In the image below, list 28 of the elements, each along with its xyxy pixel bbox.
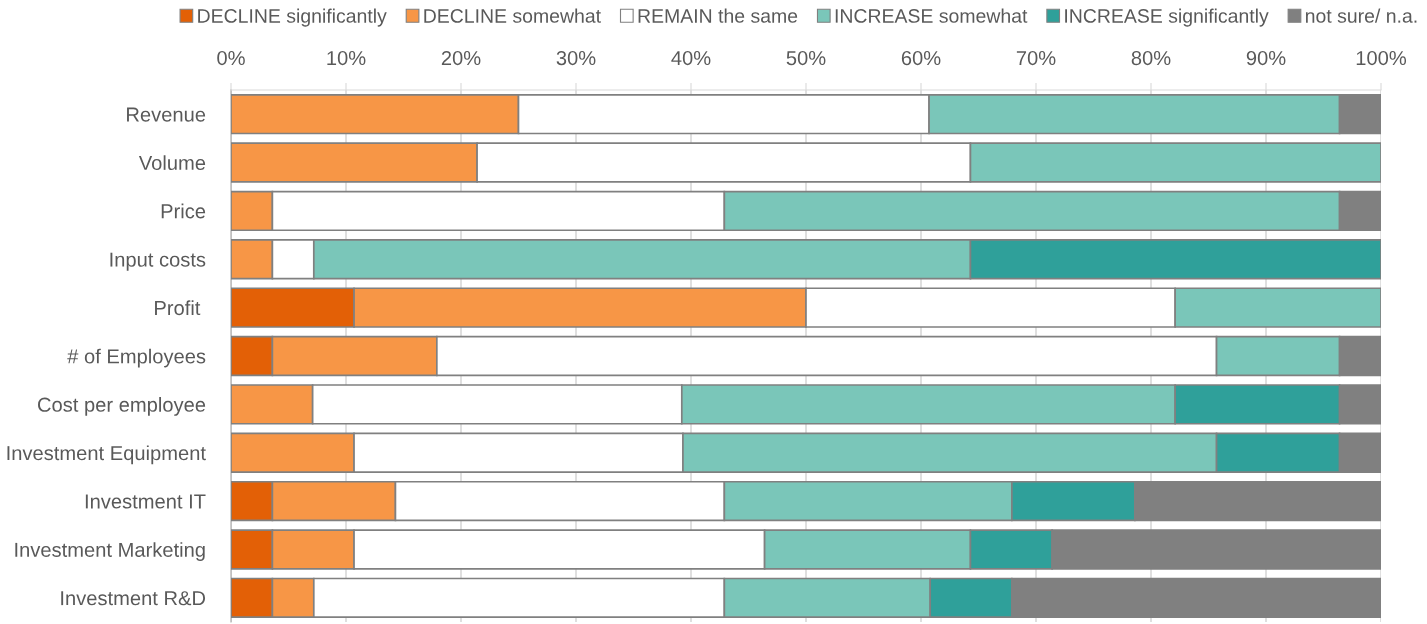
- y-tick-label: Profit: [155, 300, 201, 316]
- x-tick-label: 100%: [1356, 50, 1407, 66]
- legend-label: DECLINE significantly: [198, 8, 387, 27]
- x-tick-label: 50%: [786, 50, 826, 66]
- y-tick-label: Investment R&D: [61, 591, 206, 606]
- x-tick-label: 80%: [1131, 50, 1171, 66]
- x-tick-label: 60%: [901, 50, 941, 66]
- y-tick-label: # of Employees: [67, 348, 206, 368]
- x-tick-label: 30%: [556, 50, 596, 66]
- legend-label: not sure/ n.a.: [1305, 8, 1417, 23]
- legend-label: INCREASE significantly: [1065, 8, 1269, 27]
- y-tick-label: Investment IT: [85, 494, 206, 509]
- x-tick-label: 40%: [671, 50, 711, 66]
- x-tick-label: 10%: [327, 50, 366, 66]
- y-tick-label: Investment Marketing: [15, 542, 205, 561]
- x-tick-label: 0%: [217, 50, 245, 66]
- x-tick-label: 90%: [1246, 50, 1286, 66]
- y-tick-label: Revenue: [127, 107, 206, 122]
- y-tick-label: Volume: [138, 155, 206, 171]
- y-tick-label: Input costs: [110, 252, 206, 271]
- legend-label: INCREASE somewhat: [835, 8, 1028, 23]
- legend-label: REMAIN the same: [638, 8, 798, 23]
- y-tick-label: Cost per employee: [38, 397, 206, 416]
- x-tick-label: 20%: [441, 50, 481, 66]
- x-tick-label: 70%: [1016, 50, 1056, 66]
- legend-label: DECLINE somewhat: [424, 8, 601, 23]
- y-tick-label: Investment Equipment: [7, 445, 206, 465]
- y-tick-label: Price: [161, 203, 206, 219]
